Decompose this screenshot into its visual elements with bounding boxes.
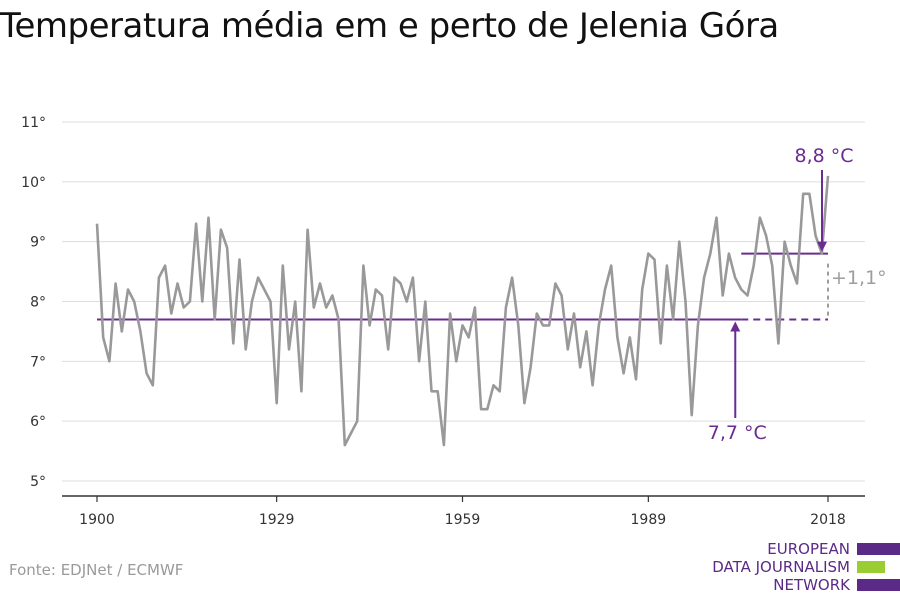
grid-lines <box>62 121 865 482</box>
annotations: 7,7 °C 8,8 °C +1,1° <box>708 145 887 444</box>
edjnet-logo: EUROPEAN DATA JOURNALISM NETWORK <box>690 540 900 598</box>
baseline-arrow-head <box>730 321 741 332</box>
reference-lines <box>97 252 829 321</box>
y-tick-label-9: 9° <box>30 235 46 251</box>
x-tick-label-1900: 1900 <box>79 512 115 528</box>
x-axis: 1900 1929 1959 1989 2018 <box>62 495 865 528</box>
logo-line-3: NETWORK <box>773 576 850 594</box>
temperature-series-line <box>95 175 830 447</box>
y-tick-label-10: 10° <box>21 175 46 191</box>
y-tick-label-8: 8° <box>30 295 46 311</box>
y-axis-ticks: 5° 6° 7° 8° 9° 10° 11° <box>21 115 46 490</box>
logo-bar-green <box>857 561 885 573</box>
logo-line-1: EUROPEAN <box>767 540 850 558</box>
logo-bar-purple-bottom <box>857 579 900 591</box>
y-tick-label-7: 7° <box>30 354 46 370</box>
y-tick-label-6: 6° <box>30 414 46 430</box>
logo-line-2: DATA JOURNALISM <box>712 558 850 576</box>
source-note: Fonte: EDJNet / ECMWF <box>9 561 184 579</box>
y-tick-label-5: 5° <box>30 474 46 490</box>
x-tick-label-1929: 1929 <box>259 512 295 528</box>
recent-value-label: 8,8 °C <box>794 145 853 167</box>
baseline-value-label: 7,7 °C <box>708 422 767 444</box>
chart-title: Temperatura média em e perto de Jelenia … <box>0 6 779 46</box>
y-tick-label-11: 11° <box>21 115 46 131</box>
x-tick-label-2018: 2018 <box>810 512 846 528</box>
recent-arrow-head <box>817 241 827 252</box>
x-tick-label-1959: 1959 <box>445 512 481 528</box>
series-layer <box>95 175 830 447</box>
x-tick-label-1989: 1989 <box>631 512 667 528</box>
delta-label: +1,1° <box>831 267 887 289</box>
logo-bar-purple-top <box>857 543 900 555</box>
